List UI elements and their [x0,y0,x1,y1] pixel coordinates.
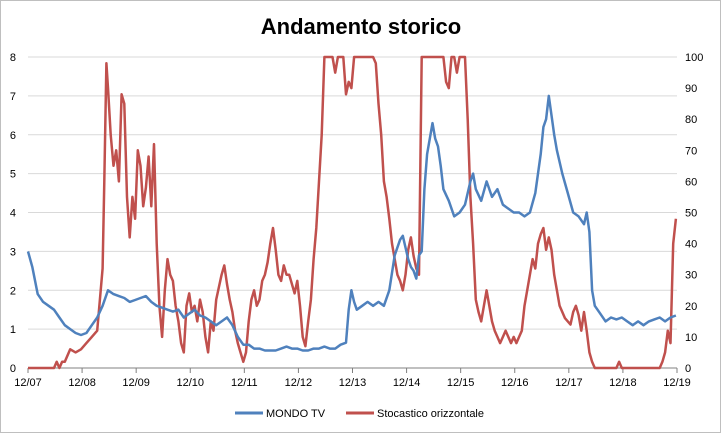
x-tick-label: 12/09 [122,377,150,389]
chart-title: Andamento storico [261,14,461,39]
series-line-mondo-tv [26,94,677,352]
y-right-tick-label: 80 [685,114,697,126]
y-left-tick-label: 5 [10,169,16,181]
legend-label-stocastico-orizzontale: Stocastico orizzontale [377,408,484,420]
y-left-tick-label: 6 [10,130,16,142]
x-tick-label: 12/07 [14,377,42,389]
y-left-tick-label: 4 [10,208,16,220]
y-left-tick-label: 0 [10,363,16,375]
y-left-tick-label: 7 [10,91,16,103]
y-right-tick-label: 50 [685,208,697,220]
y-left-tick-label: 2 [10,285,16,297]
x-tick-label: 12/18 [609,377,637,389]
x-tick-label: 12/15 [447,377,475,389]
x-tick-label: 12/13 [339,377,367,389]
series-lines [26,55,678,370]
y-right-tick-label: 40 [685,239,697,251]
series-line-stocastico-orizzontale [28,55,678,370]
y-right-tick-label: 10 [685,332,697,344]
legend-label-mondo-tv: MONDO TV [266,408,326,420]
y-left-tick-label: 1 [10,324,16,336]
y-axis-right: 0 10 20 30 40 50 60 70 80 90 100 [685,52,703,375]
y-right-tick-label: 30 [685,270,697,282]
y-right-tick-label: 20 [685,301,697,313]
x-tick-label: 12/14 [393,377,421,389]
x-tick-label: 12/17 [555,377,583,389]
y-axis-left: 0 1 2 3 4 5 6 7 8 [10,52,16,375]
x-axis: 12/07 12/08 12/09 12/10 12/11 12/12 12/13 12/14… [14,367,691,389]
x-tick-label: 12/11 [231,377,258,389]
y-right-tick-label: 0 [685,363,691,375]
legend: MONDO TV Stocastico orizzontale [235,408,484,420]
y-right-tick-label: 70 [685,145,697,157]
y-left-tick-label: 3 [10,246,16,258]
x-tick-label: 12/16 [501,377,529,389]
x-tick-label: 12/10 [176,377,204,389]
x-tick-label: 12/12 [285,377,313,389]
y-right-tick-label: 90 [685,83,697,95]
y-right-tick-label: 60 [685,176,697,188]
y-right-tick-label: 100 [685,52,703,64]
x-tick-label: 12/19 [663,377,691,389]
x-tick-label: 12/08 [68,377,96,389]
y-left-tick-label: 8 [10,52,16,64]
